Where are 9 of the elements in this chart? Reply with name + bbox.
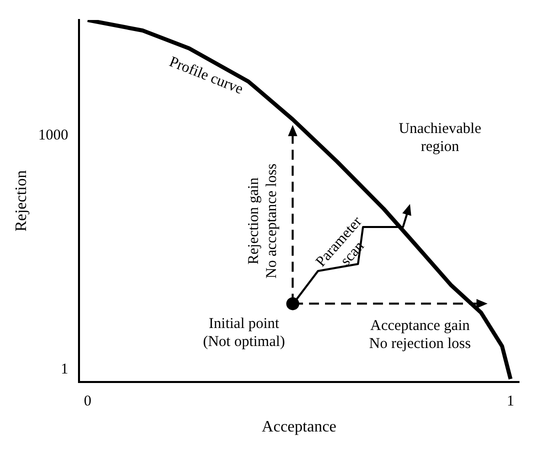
- annotation: Acceptance gain No rejection loss: [369, 318, 471, 352]
- x-tick-label: 0: [84, 394, 92, 410]
- annotation: Initial point (Not optimal): [202, 316, 286, 350]
- annotation: Unachievable region: [398, 120, 482, 155]
- y-tick-label: 1000: [38, 127, 68, 144]
- annotation: Rejection gain No acceptance loss: [246, 163, 280, 278]
- x-axis-title: Acceptance: [262, 418, 336, 436]
- annotation: Profile curve: [166, 54, 246, 98]
- y-axis-title: Rejection: [12, 170, 30, 232]
